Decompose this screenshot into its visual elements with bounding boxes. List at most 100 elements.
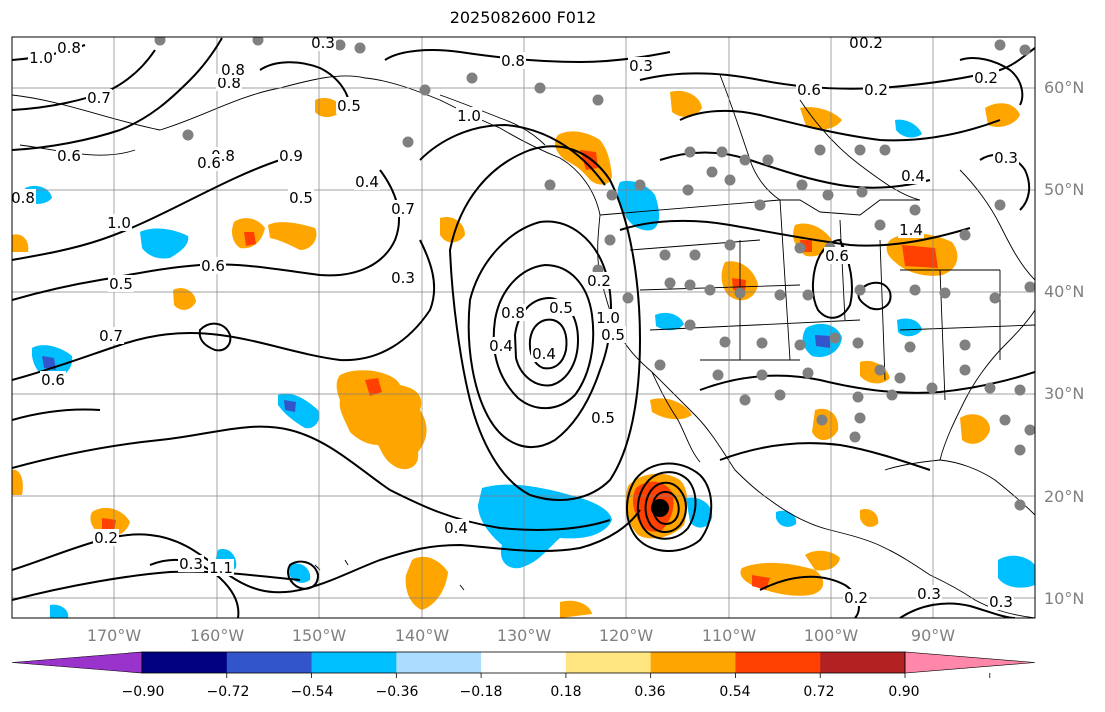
contour-label: 0.6 xyxy=(825,247,849,265)
contour-label: 0.7 xyxy=(391,200,415,218)
station-dot xyxy=(182,129,194,141)
colorbar-tick: −0.90 xyxy=(121,684,165,700)
contour-label: 0.2 xyxy=(587,272,611,290)
station-dot xyxy=(874,364,886,376)
colorbar-tick: 0.72 xyxy=(803,684,835,700)
station-dot xyxy=(794,242,806,254)
contour-label: 0.3 xyxy=(989,593,1013,611)
station-dot xyxy=(154,37,166,46)
colorbar-tick: 0.90 xyxy=(888,684,920,700)
map-frame xyxy=(11,36,1036,619)
station-dot xyxy=(712,369,724,381)
colorbar-segment xyxy=(650,652,736,673)
station-dot xyxy=(909,284,921,296)
station-dot xyxy=(684,146,696,158)
station-dot xyxy=(774,389,786,401)
storm-center-marker xyxy=(651,499,669,517)
contour-label-bg xyxy=(216,74,242,91)
contour-label-bg xyxy=(56,147,82,164)
station-dot xyxy=(849,431,861,443)
colorbar-segment xyxy=(481,652,567,673)
contour-label: 0.5 xyxy=(109,275,133,293)
contour-label-bg xyxy=(858,37,884,51)
colorbar-tick: 0.36 xyxy=(634,684,666,700)
contour-label: 1.4 xyxy=(899,221,923,239)
station-dot xyxy=(959,229,971,241)
contour-label: 0.8 xyxy=(501,52,525,70)
contour-label: 0.8 xyxy=(11,189,35,207)
station-dot xyxy=(796,179,808,191)
contour-label-bg xyxy=(208,559,234,576)
station-dot xyxy=(634,179,646,191)
contour-label: 0.2 xyxy=(859,34,883,52)
contour-label-bg xyxy=(12,189,36,206)
contour-label-bg xyxy=(443,519,469,536)
contour-label: 0.5 xyxy=(591,409,615,427)
lat-label-40n: 40°N xyxy=(1044,282,1085,301)
lon-label-140w: 140°W xyxy=(394,626,450,645)
station-dot xyxy=(852,391,864,403)
contour-label-bg xyxy=(106,214,132,231)
contour-label-bg xyxy=(200,257,226,274)
contour-label-bg xyxy=(40,371,66,388)
colorbar-extend-high xyxy=(904,651,1036,674)
lon-label-170w: 170°W xyxy=(86,626,142,645)
contour-label: 1.0 xyxy=(596,309,620,327)
colorbar-extend-low xyxy=(11,651,143,674)
colorbar-tick: −0.72 xyxy=(206,684,250,700)
lon-label-160w: 160°W xyxy=(189,626,245,645)
contour-label: 0.6 xyxy=(797,81,821,99)
contour-label-bg xyxy=(863,81,889,98)
station-dot xyxy=(419,84,431,96)
station-dot xyxy=(604,234,616,246)
station-dot xyxy=(756,369,768,381)
station-dot xyxy=(1024,281,1035,293)
contour-label-bg xyxy=(590,409,616,426)
contour-label: 0.5 xyxy=(549,299,573,317)
colorbar-segment xyxy=(142,652,228,673)
contour-label-bg xyxy=(56,39,82,56)
contour-label: 0.4 xyxy=(444,519,468,537)
lat-label-30n: 30°N xyxy=(1044,384,1085,403)
contour-label: 0.6 xyxy=(57,147,81,165)
lon-label-90w: 90°W xyxy=(910,626,956,645)
contour-label-bg xyxy=(220,61,246,78)
contour-label-bg xyxy=(310,37,336,51)
lon-label-110w: 110°W xyxy=(701,626,757,645)
contour-label: 0.6 xyxy=(197,154,221,172)
contour-label-bg xyxy=(531,345,557,362)
station-dot xyxy=(754,199,766,211)
contour-label-bg xyxy=(93,529,119,546)
colorbar-segment xyxy=(565,652,652,673)
contour-label: 0.5 xyxy=(601,326,625,344)
station-dot xyxy=(802,289,814,301)
lon-label-130w: 130°W xyxy=(496,626,552,645)
station-dot xyxy=(716,146,728,158)
lon-label-120w: 120°W xyxy=(598,626,654,645)
station-dot xyxy=(466,72,478,84)
station-dot xyxy=(994,39,1006,51)
contour-label: 0.8 xyxy=(57,39,81,57)
contour-label-bg xyxy=(28,49,54,66)
station-dot xyxy=(734,287,746,299)
station-dot xyxy=(904,341,916,353)
contour-label: 0.8 xyxy=(217,74,241,92)
station-dot xyxy=(874,219,886,231)
contour-label: 0.8 xyxy=(501,304,525,322)
station-dot xyxy=(606,189,618,201)
contour-label: 1.1 xyxy=(209,559,233,577)
station-dot xyxy=(1014,384,1026,396)
contour-label-bg xyxy=(988,593,1014,610)
station-dot xyxy=(894,372,906,384)
colorbar xyxy=(11,651,1036,678)
station-dot xyxy=(592,94,604,106)
lat-label-50n: 50°N xyxy=(1044,180,1085,199)
contour-label-bg xyxy=(336,97,362,114)
station-dot xyxy=(706,166,718,178)
colorbar-tick: 0.18 xyxy=(550,684,582,700)
contour-label-bg xyxy=(86,89,112,106)
station-dot xyxy=(984,382,996,394)
contour-label-bg xyxy=(196,154,222,171)
station-dot xyxy=(994,199,1006,211)
